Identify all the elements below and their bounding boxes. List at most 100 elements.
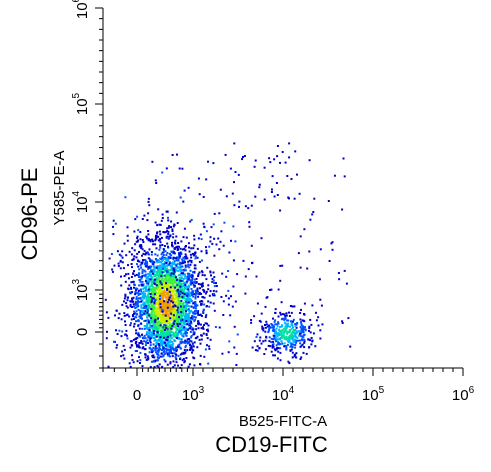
event-dot bbox=[208, 294, 211, 297]
event-dot bbox=[184, 285, 187, 288]
event-dot bbox=[164, 283, 167, 286]
event-dot bbox=[164, 267, 167, 270]
event-dot bbox=[149, 295, 152, 298]
event-dot bbox=[132, 315, 134, 318]
event-dot bbox=[171, 343, 174, 346]
event-dot bbox=[196, 287, 199, 290]
event-dot bbox=[158, 312, 161, 315]
event-dot bbox=[104, 298, 107, 301]
event-dot bbox=[162, 248, 165, 250]
event-dot bbox=[168, 263, 171, 266]
event-dot bbox=[152, 270, 155, 273]
event-dot bbox=[178, 256, 181, 259]
event-dot bbox=[169, 313, 172, 316]
event-dot bbox=[170, 290, 173, 292]
event-dot bbox=[206, 329, 208, 331]
event-dot bbox=[135, 341, 138, 344]
event-dot bbox=[272, 338, 275, 341]
event-dot bbox=[231, 192, 234, 195]
event-dot bbox=[149, 315, 152, 318]
event-dot bbox=[224, 153, 227, 156]
event-dot bbox=[178, 307, 181, 310]
event-dot bbox=[130, 286, 132, 289]
y-tick-label: 0 bbox=[74, 328, 91, 336]
event-dot bbox=[171, 326, 174, 329]
event-dot bbox=[146, 308, 149, 311]
event-dot bbox=[145, 286, 147, 289]
event-dot bbox=[187, 289, 190, 292]
event-dot bbox=[200, 250, 203, 253]
event-dot bbox=[195, 289, 198, 292]
event-dot bbox=[158, 238, 161, 240]
event-dot bbox=[155, 266, 158, 269]
event-dot bbox=[155, 270, 158, 273]
event-dot bbox=[292, 326, 294, 329]
event-dot bbox=[277, 350, 280, 353]
event-dot bbox=[161, 329, 164, 331]
event-dot bbox=[137, 299, 140, 302]
event-dot bbox=[147, 197, 150, 200]
event-dot bbox=[177, 325, 180, 328]
event-dot bbox=[135, 287, 138, 290]
event-dot bbox=[137, 344, 140, 347]
event-dot bbox=[168, 349, 171, 352]
event-dot bbox=[194, 318, 197, 321]
event-dot bbox=[133, 270, 135, 273]
event-dot bbox=[188, 266, 191, 269]
event-dot bbox=[171, 313, 174, 316]
event-dot bbox=[168, 345, 171, 348]
event-dot bbox=[121, 250, 124, 253]
event-dot bbox=[295, 332, 298, 335]
event-dot bbox=[212, 223, 215, 226]
event-dot bbox=[139, 359, 142, 362]
event-dot bbox=[291, 305, 294, 308]
event-dot bbox=[192, 302, 195, 305]
event-dot bbox=[177, 242, 180, 244]
event-dot bbox=[164, 250, 167, 253]
event-dot bbox=[198, 260, 201, 263]
event-dot bbox=[156, 224, 159, 227]
event-dot bbox=[279, 330, 282, 333]
event-dot bbox=[187, 272, 190, 275]
event-dot bbox=[166, 279, 169, 282]
event-dot bbox=[305, 352, 308, 355]
event-dot bbox=[154, 288, 157, 291]
event-dot bbox=[180, 329, 183, 332]
event-dot bbox=[205, 246, 207, 249]
event-dot bbox=[177, 299, 180, 302]
event-dot bbox=[341, 322, 344, 324]
event-dot bbox=[274, 336, 277, 339]
event-dot bbox=[187, 186, 190, 189]
event-dot bbox=[213, 294, 216, 297]
event-dot bbox=[191, 294, 194, 296]
event-dot bbox=[300, 328, 303, 331]
event-dot bbox=[275, 332, 278, 335]
event-dot bbox=[223, 221, 226, 224]
event-dot bbox=[156, 339, 159, 342]
event-dot bbox=[170, 254, 173, 257]
event-dot bbox=[121, 261, 124, 264]
event-dot bbox=[132, 303, 135, 306]
event-dot bbox=[149, 285, 152, 288]
event-dot bbox=[180, 272, 183, 275]
x-tick-label: 104 bbox=[272, 385, 295, 404]
event-dot bbox=[167, 232, 170, 235]
event-dot bbox=[195, 316, 197, 319]
event-dot bbox=[156, 322, 159, 325]
event-dot bbox=[285, 323, 288, 326]
event-dot bbox=[162, 322, 165, 325]
event-dot bbox=[135, 273, 138, 276]
event-dot bbox=[175, 291, 178, 294]
event-dot bbox=[180, 269, 182, 272]
event-dot bbox=[275, 344, 278, 347]
event-dot bbox=[310, 337, 313, 339]
event-dot bbox=[274, 354, 276, 357]
event-dot bbox=[278, 342, 281, 345]
event-dot bbox=[145, 296, 148, 299]
event-dot bbox=[163, 270, 166, 273]
event-dot bbox=[182, 200, 185, 203]
event-dot bbox=[159, 355, 162, 358]
event-dot bbox=[272, 334, 275, 337]
event-dot bbox=[151, 297, 154, 300]
event-dot bbox=[268, 324, 270, 327]
